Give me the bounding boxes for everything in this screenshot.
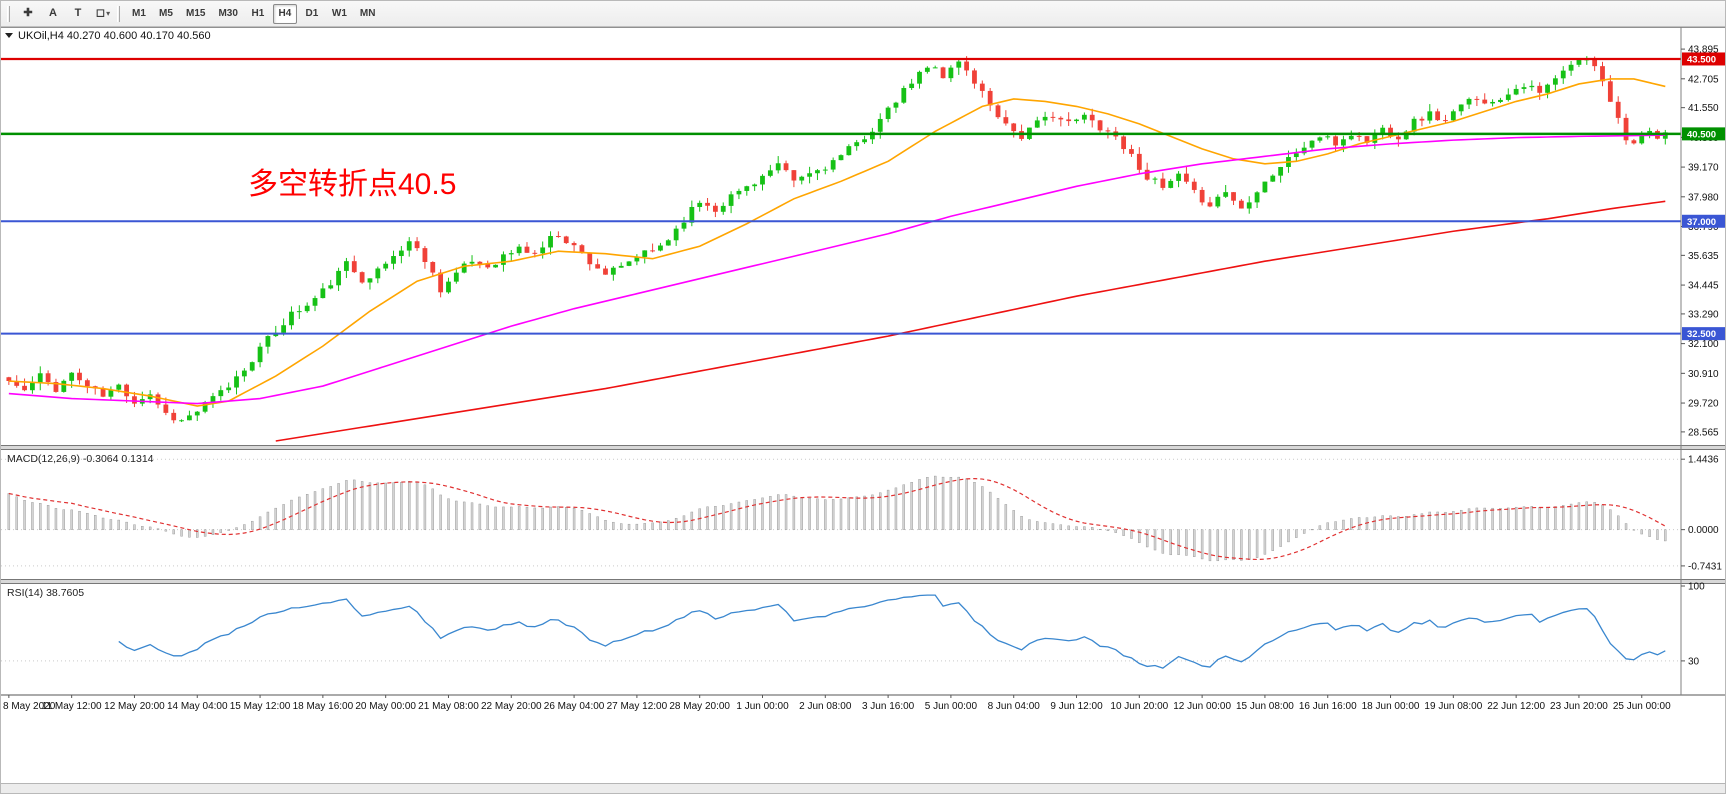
status-bar xyxy=(1,783,1725,793)
price-badge-37.000 xyxy=(1682,214,1725,228)
time-label: 15 Jun 08:00 xyxy=(1236,701,1294,712)
main-toolbar: ✚ A T ◻ ▾ M1 M5 M15 M30 H1 H4 D1 W1 MN xyxy=(1,1,1725,27)
chart-area[interactable]: 8 May 2020 11 May 12:00 12 May 20:00 14 May… xyxy=(1,27,1725,783)
drawing-tools-group: ✚ A T ◻ ▾ xyxy=(16,4,115,24)
timeframe-m15-button[interactable]: M15 xyxy=(181,4,210,24)
time-label: 22 Jun 12:00 xyxy=(1487,701,1545,712)
time-label: 8 May 2020 xyxy=(3,701,56,712)
timeframe-m1-button[interactable]: M1 xyxy=(127,4,151,24)
price-tick-label: 37.980 xyxy=(1688,192,1719,203)
price-tick-label: 41.550 xyxy=(1688,103,1719,114)
time-label: 21 May 08:00 xyxy=(418,701,479,712)
time-label: 10 Jun 20:00 xyxy=(1110,701,1168,712)
timeframe-mn-button[interactable]: MN xyxy=(355,4,381,24)
price-badge-label: 32.500 xyxy=(1687,329,1716,340)
shapes-tool-button[interactable]: ◻ ▾ xyxy=(91,4,115,24)
price-tick-label: 30.910 xyxy=(1688,369,1719,380)
macd-tick-label: 1.4436 xyxy=(1688,455,1719,466)
price-tick-label: 42.705 xyxy=(1688,74,1719,85)
price-tick-label: 34.445 xyxy=(1688,281,1719,292)
chart-annotation-text[interactable]: 多空转折点40.5 xyxy=(248,168,456,201)
price-tick-label: 33.290 xyxy=(1688,309,1719,320)
crosshair-icon: ✚ xyxy=(23,7,33,19)
time-label: 5 Jun 00:00 xyxy=(925,701,978,712)
chart-background[interactable] xyxy=(1,27,1726,783)
text-label-t-button[interactable]: T xyxy=(66,4,90,24)
time-label: 9 Jun 12:00 xyxy=(1050,701,1103,712)
price-tick-label: 32.100 xyxy=(1688,339,1719,350)
panel-separator[interactable] xyxy=(1,579,1726,584)
time-label: 14 May 04:00 xyxy=(167,701,228,712)
price-badge-40.500 xyxy=(1682,127,1725,141)
timeframe-h1-button[interactable]: H1 xyxy=(246,4,270,24)
time-label: 1 Jun 00:00 xyxy=(736,701,789,712)
toolbar-grip[interactable] xyxy=(7,5,10,22)
macd-label: MACD(12,26,9) -0.3064 0.1314 xyxy=(7,453,154,465)
timeframe-m30-button[interactable]: M30 xyxy=(213,4,242,24)
time-label: 16 Jun 16:00 xyxy=(1299,701,1357,712)
ma-mid-line xyxy=(8,134,1666,405)
price-scale[interactable]: 43.89542.70541.55040.36039.17037.98036.7… xyxy=(1680,27,1722,695)
macd-tick-label: -0.7431 xyxy=(1688,561,1722,572)
price-tick-label: 29.720 xyxy=(1688,399,1719,410)
price-badge-label: 43.500 xyxy=(1687,54,1716,65)
crosshair-tool-button[interactable]: ✚ xyxy=(16,4,40,24)
time-label: 18 Jun 00:00 xyxy=(1362,701,1420,712)
time-label: 20 May 00:00 xyxy=(355,701,416,712)
symbol-ohlc-title: UKOil,H4 40.270 40.600 40.170 40.560 xyxy=(18,30,211,42)
time-label: 11 May 12:00 xyxy=(42,701,102,712)
text-t-icon: T xyxy=(74,7,82,19)
rsi-label: RSI(14) 38.7605 xyxy=(7,587,84,599)
macd-panel xyxy=(1,458,1681,567)
chevron-down-icon: ▾ xyxy=(106,9,111,18)
time-label: 18 May 16:00 xyxy=(293,701,354,712)
time-label: 2 Jun 08:00 xyxy=(799,701,852,712)
time-label: 22 May 20:00 xyxy=(481,701,542,712)
rsi-tick-label: 30 xyxy=(1688,656,1700,667)
ma-slow-line xyxy=(275,200,1666,442)
time-label: 12 Jun 00:00 xyxy=(1173,701,1231,712)
text-label-a-button[interactable]: A xyxy=(41,4,65,24)
text-a-icon: A xyxy=(49,7,57,19)
price-tick-label: 35.635 xyxy=(1688,251,1719,262)
time-label: 19 Jun 08:00 xyxy=(1424,701,1482,712)
time-label: 12 May 20:00 xyxy=(104,701,165,712)
time-label: 25 Jun 00:00 xyxy=(1613,701,1671,712)
timeframe-m5-button[interactable]: M5 xyxy=(154,4,178,24)
timeframe-h4-button[interactable]: H4 xyxy=(272,3,297,24)
horizontal-lines xyxy=(1,57,1681,335)
rsi-panel xyxy=(1,594,1681,669)
time-label: 15 May 12:00 xyxy=(230,701,291,712)
time-label: 23 Jun 20:00 xyxy=(1550,701,1608,712)
panel-separator[interactable] xyxy=(1,445,1726,450)
price-badge-43.500 xyxy=(1682,52,1725,66)
rsi-tick-label: 100 xyxy=(1688,582,1705,593)
macd-tick-label: 0.0000 xyxy=(1688,525,1719,536)
time-label: 27 May 12:00 xyxy=(607,701,668,712)
time-label: 28 May 20:00 xyxy=(669,701,730,712)
time-label: 8 Jun 04:00 xyxy=(988,701,1041,712)
price-tick-label: 39.170 xyxy=(1688,163,1719,174)
price-tick-label: 28.565 xyxy=(1688,427,1719,438)
price-badge-32.500 xyxy=(1682,327,1725,341)
price-badge-label: 37.000 xyxy=(1687,217,1716,228)
timeframe-d1-button[interactable]: D1 xyxy=(300,4,324,24)
price-badge-label: 40.500 xyxy=(1687,129,1716,140)
timeframe-w1-button[interactable]: W1 xyxy=(327,4,352,24)
time-label: 26 May 04:00 xyxy=(544,701,605,712)
time-label: 3 Jun 16:00 xyxy=(862,701,915,712)
macd-signal-line xyxy=(8,478,1666,561)
ma-fast-line xyxy=(8,78,1666,407)
price-tick-label: 43.895 xyxy=(1688,45,1719,56)
timeframes-group: M1 M5 M15 M30 H1 H4 D1 W1 MN xyxy=(126,3,381,24)
symbol-menu-icon[interactable] xyxy=(5,33,13,38)
toolbar-grip-2[interactable] xyxy=(117,5,120,22)
rsi-line xyxy=(118,594,1666,669)
shapes-icon: ◻ xyxy=(95,7,106,19)
